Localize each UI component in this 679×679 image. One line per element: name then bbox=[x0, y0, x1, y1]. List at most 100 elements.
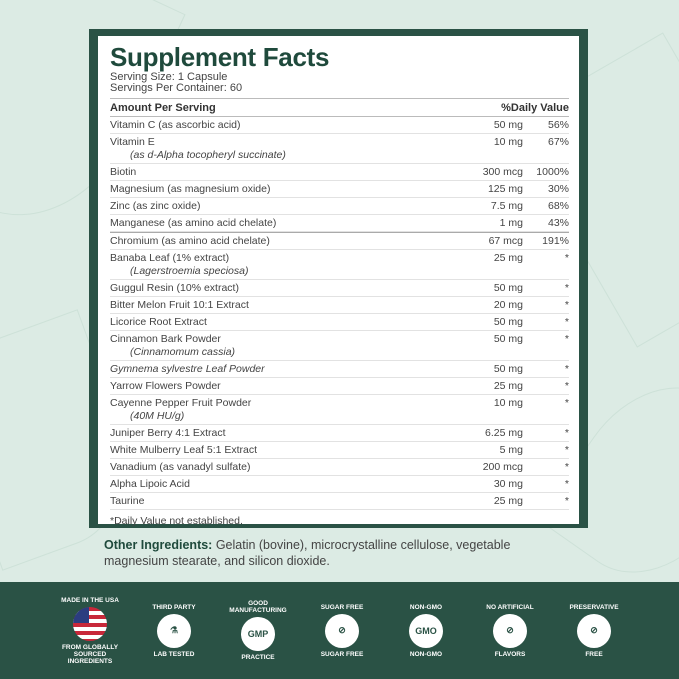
daily-value: 56% bbox=[547, 119, 569, 131]
badge-bottom-text: FROM GLOBALLY SOURCED INGREDIENTS bbox=[61, 643, 119, 665]
ingredient-name: Guggul Resin (10% extract) bbox=[110, 282, 453, 295]
daily-value: 67% bbox=[547, 136, 569, 148]
certification-badge: PRESERVATIVE ⊘ FREE bbox=[563, 595, 625, 667]
ingredient-label: Zinc (as zinc oxide) bbox=[110, 200, 201, 212]
no-gmo-icon: GMO bbox=[409, 613, 443, 648]
daily-value: * bbox=[564, 397, 569, 409]
table-row: Juniper Berry 4:1 Extract 6.25 mg * bbox=[110, 425, 569, 442]
badge-bottom-text: FREE bbox=[585, 650, 603, 658]
amount: 20 mg bbox=[493, 299, 523, 311]
ingredient-name: Gymnema sylvestre Leaf Powder bbox=[110, 363, 453, 376]
certification-badge: SUGAR FREE ⊘ SUGAR FREE bbox=[311, 595, 373, 667]
table-row: Guggul Resin (10% extract) 50 mg * bbox=[110, 280, 569, 297]
table-header: Amount Per Serving %Daily Value bbox=[110, 98, 569, 117]
amount: 67 mcg bbox=[488, 235, 523, 247]
ingredient-label: Taurine bbox=[110, 495, 145, 507]
daily-value: * bbox=[564, 316, 569, 328]
us-flag-icon bbox=[73, 606, 107, 641]
amount: 25 mg bbox=[493, 252, 523, 264]
amount: 25 mg bbox=[493, 495, 523, 507]
table-row: Magnesium (as magnesium oxide) 125 mg 30% bbox=[110, 181, 569, 198]
ingredient-name: Cinnamon Bark Powder (Cinnamomum cassia) bbox=[110, 333, 453, 359]
amount: 10 mg bbox=[493, 397, 523, 409]
ingredient-name: Zinc (as zinc oxide) bbox=[110, 200, 453, 213]
ingredient-label: Magnesium (as magnesium oxide) bbox=[110, 183, 271, 195]
amount: 50 mg bbox=[493, 363, 523, 375]
daily-value: * bbox=[564, 380, 569, 392]
ingredient-label: Vitamin E bbox=[110, 136, 155, 148]
amount: 125 mg bbox=[487, 183, 523, 195]
other-ingredients: Other Ingredients: Gelatin (bovine), mic… bbox=[104, 537, 574, 569]
daily-value: * bbox=[564, 299, 569, 311]
no-flask-icon: ⊘ bbox=[577, 613, 611, 648]
ingredient-name: Juniper Berry 4:1 Extract bbox=[110, 427, 453, 440]
flask-check-icon: ⚗ bbox=[157, 613, 191, 648]
ingredient-label: Guggul Resin (10% extract) bbox=[110, 282, 239, 294]
daily-value: 191% bbox=[542, 235, 569, 247]
amount-header: Amount Per Serving bbox=[110, 102, 216, 114]
ingredient-name: Biotin bbox=[110, 166, 453, 179]
ingredient-label: Biotin bbox=[110, 166, 137, 178]
badge-top-text: PRESERVATIVE bbox=[569, 603, 619, 611]
ingredient-name: Taurine bbox=[110, 495, 453, 508]
daily-value: * bbox=[564, 461, 569, 473]
amount: 50 mg bbox=[493, 333, 523, 345]
table-row: Bitter Melon Fruit 10:1 Extract 20 mg * bbox=[110, 297, 569, 314]
amount: 50 mg bbox=[493, 282, 523, 294]
table-row: White Mulberry Leaf 5:1 Extract 5 mg * bbox=[110, 442, 569, 459]
amount: 10 mg bbox=[493, 136, 523, 148]
table-row: Zinc (as zinc oxide) 7.5 mg 68% bbox=[110, 198, 569, 215]
certification-badge: NO ARTIFICIAL ⊘ FLAVORS bbox=[479, 595, 541, 667]
ingredient-name: Magnesium (as magnesium oxide) bbox=[110, 183, 453, 196]
table-row: Alpha Lipoic Acid 30 mg * bbox=[110, 476, 569, 493]
daily-value: * bbox=[564, 478, 569, 490]
amount: 1 mg bbox=[499, 217, 523, 229]
badge-top-text: NON-GMO bbox=[409, 603, 443, 611]
amount: 5 mg bbox=[499, 444, 523, 456]
certification-badge: THIRD PARTY ⚗ LAB TESTED bbox=[143, 595, 205, 667]
ingredient-name: Banaba Leaf (1% extract) (Lagerstroemia s… bbox=[110, 252, 453, 278]
badge-bottom-text: PRACTICE bbox=[241, 654, 275, 661]
table-row: Vitamin E (as d-Alpha tocopheryl succinat… bbox=[110, 134, 569, 164]
badge-top-text: NO ARTIFICIAL bbox=[486, 603, 534, 611]
table-row: Manganese (as amino acid chelate) 1 mg 43% bbox=[110, 215, 569, 232]
amount: 200 mcg bbox=[482, 461, 523, 473]
table-row: Licorice Root Extract 50 mg * bbox=[110, 314, 569, 331]
table-row: Vanadium (as vanadyl sulfate) 200 mcg * bbox=[110, 459, 569, 476]
table-row: Vitamin C (as ascorbic acid) 50 mg 56% bbox=[110, 117, 569, 134]
ingredient-label: Vitamin C (as ascorbic acid) bbox=[110, 119, 241, 131]
amount: 7.5 mg bbox=[490, 200, 523, 212]
facts-table: Vitamin C (as ascorbic acid) 50 mg 56% Vita… bbox=[110, 117, 569, 510]
badge-band: MADE IN THE USA FROM GLOBALLY SOURCED ING… bbox=[0, 582, 679, 679]
ingredient-label: Juniper Berry 4:1 Extract bbox=[110, 427, 226, 439]
ingredient-label: Alpha Lipoic Acid bbox=[110, 478, 190, 490]
ingredient-source: (Cinnamomum cassia) bbox=[130, 346, 236, 358]
badge-top-text: SUGAR FREE bbox=[320, 603, 364, 611]
ingredient-name: Bitter Melon Fruit 10:1 Extract bbox=[110, 299, 453, 312]
badge-top-text: THIRD PARTY bbox=[152, 603, 196, 611]
ingredient-label: Gymnema sylvestre Leaf Powder bbox=[110, 363, 265, 375]
ingredient-name: Vanadium (as vanadyl sulfate) bbox=[110, 461, 453, 474]
badge-bottom-text: LAB TESTED bbox=[153, 650, 195, 658]
amount: 25 mg bbox=[493, 380, 523, 392]
ingredient-name: Cayenne Pepper Fruit Powder (40M HU/g) bbox=[110, 397, 453, 423]
ingredient-name: Manganese (as amino acid chelate) bbox=[110, 217, 453, 230]
ingredient-source: (40M HU/g) bbox=[130, 410, 185, 422]
serving-size: Serving Size: 1 Capsule bbox=[110, 71, 228, 83]
ingredient-source: (Lagerstroemia speciosa) bbox=[130, 265, 249, 277]
badge-bottom-text: NON-GMO bbox=[409, 650, 443, 658]
table-row: Chromium (as amino acid chelate) 67 mcg 19… bbox=[110, 232, 569, 250]
ingredient-label: Chromium (as amino acid chelate) bbox=[110, 235, 270, 247]
daily-value: * bbox=[564, 495, 569, 507]
certification-badge: NON-GMO GMO NON-GMO bbox=[395, 595, 457, 667]
ingredient-name: Vitamin E (as d-Alpha tocopheryl succinat… bbox=[110, 136, 453, 162]
ingredient-name: Yarrow Flowers Powder bbox=[110, 380, 453, 393]
panel-title: Supplement Facts bbox=[110, 42, 330, 72]
badge-top-text: MADE IN THE USA bbox=[61, 596, 119, 604]
daily-value: * bbox=[564, 282, 569, 294]
ingredient-label: Yarrow Flowers Powder bbox=[110, 380, 221, 392]
amount: 30 mg bbox=[493, 478, 523, 490]
supplement-facts-panel: Supplement Facts Serving Size: 1 Capsule… bbox=[89, 29, 588, 528]
dv-header: %Daily Value bbox=[501, 102, 569, 114]
ingredient-label: Cayenne Pepper Fruit Powder bbox=[110, 397, 252, 409]
